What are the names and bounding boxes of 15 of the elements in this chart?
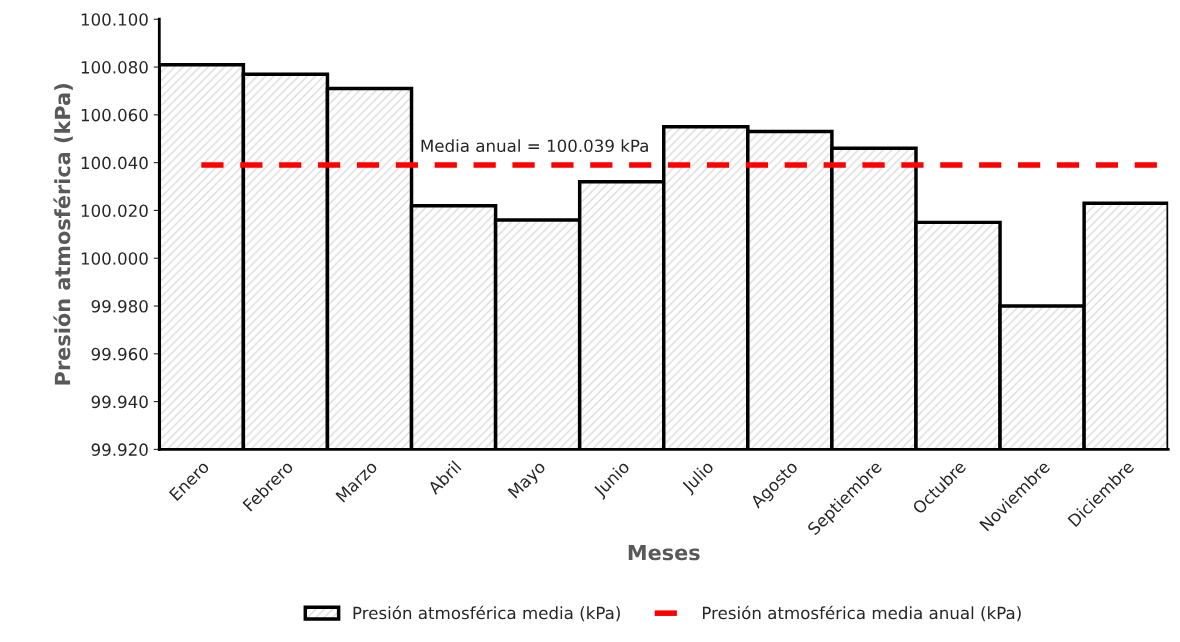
x-axis-title: Meses bbox=[628, 544, 700, 561]
y-axis-title: Presión atmosférica (kPa) bbox=[53, 84, 73, 385]
y-tick-label: 99.940 bbox=[91, 395, 148, 409]
y-tick-label: 99.960 bbox=[91, 347, 148, 361]
legend-label: Presión atmosférica media (kPa) bbox=[353, 605, 620, 622]
y-tick-label: 100.020 bbox=[81, 204, 148, 217]
y-tick-label: 100.100 bbox=[81, 13, 148, 26]
y-tick-label: 99.920 bbox=[91, 443, 148, 456]
y-tick-label: 100.080 bbox=[81, 61, 148, 74]
legend-label: Presión atmosférica media anual (kPa) bbox=[702, 605, 1021, 622]
annotation: Media anual = 100.039 kPa bbox=[421, 139, 648, 153]
y-tick-label: 100.000 bbox=[81, 252, 148, 265]
y-tick-label: 100.040 bbox=[81, 156, 148, 170]
y-tick-label: 99.980 bbox=[91, 299, 148, 313]
y-tick-label: 100.060 bbox=[81, 108, 148, 122]
